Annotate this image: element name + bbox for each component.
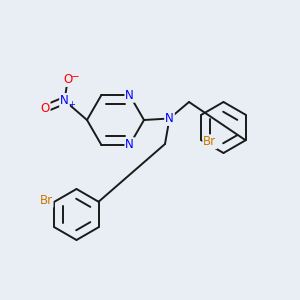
Text: N: N [165,112,174,125]
Text: Br: Br [203,135,216,148]
Text: O: O [63,73,72,86]
Text: Br: Br [40,194,52,207]
Text: N: N [60,94,69,107]
Text: N: N [125,89,134,102]
Text: −: − [70,72,80,82]
Text: O: O [40,101,50,115]
Text: +: + [68,100,74,109]
Text: N: N [125,138,134,151]
